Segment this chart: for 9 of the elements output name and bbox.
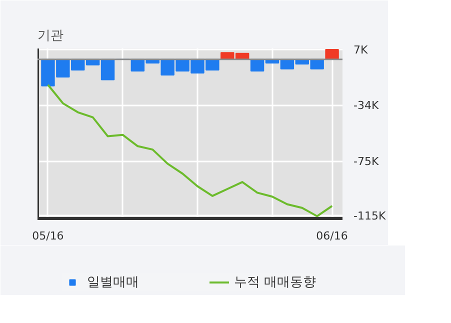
legend-label: 일별매매 bbox=[87, 274, 139, 291]
legend-label: 누적 매매동향 bbox=[234, 274, 316, 291]
x-tick-label: 05/16 bbox=[32, 230, 64, 242]
chart-title: 기관 bbox=[38, 28, 64, 44]
x-tick-label: 06/16 bbox=[316, 230, 348, 242]
y-tick-label: -115K bbox=[354, 209, 386, 222]
y-tick-label: -75K bbox=[354, 154, 380, 168]
y-tick-label: 7K bbox=[354, 43, 368, 56]
y-tick-label: -34K bbox=[354, 99, 380, 112]
